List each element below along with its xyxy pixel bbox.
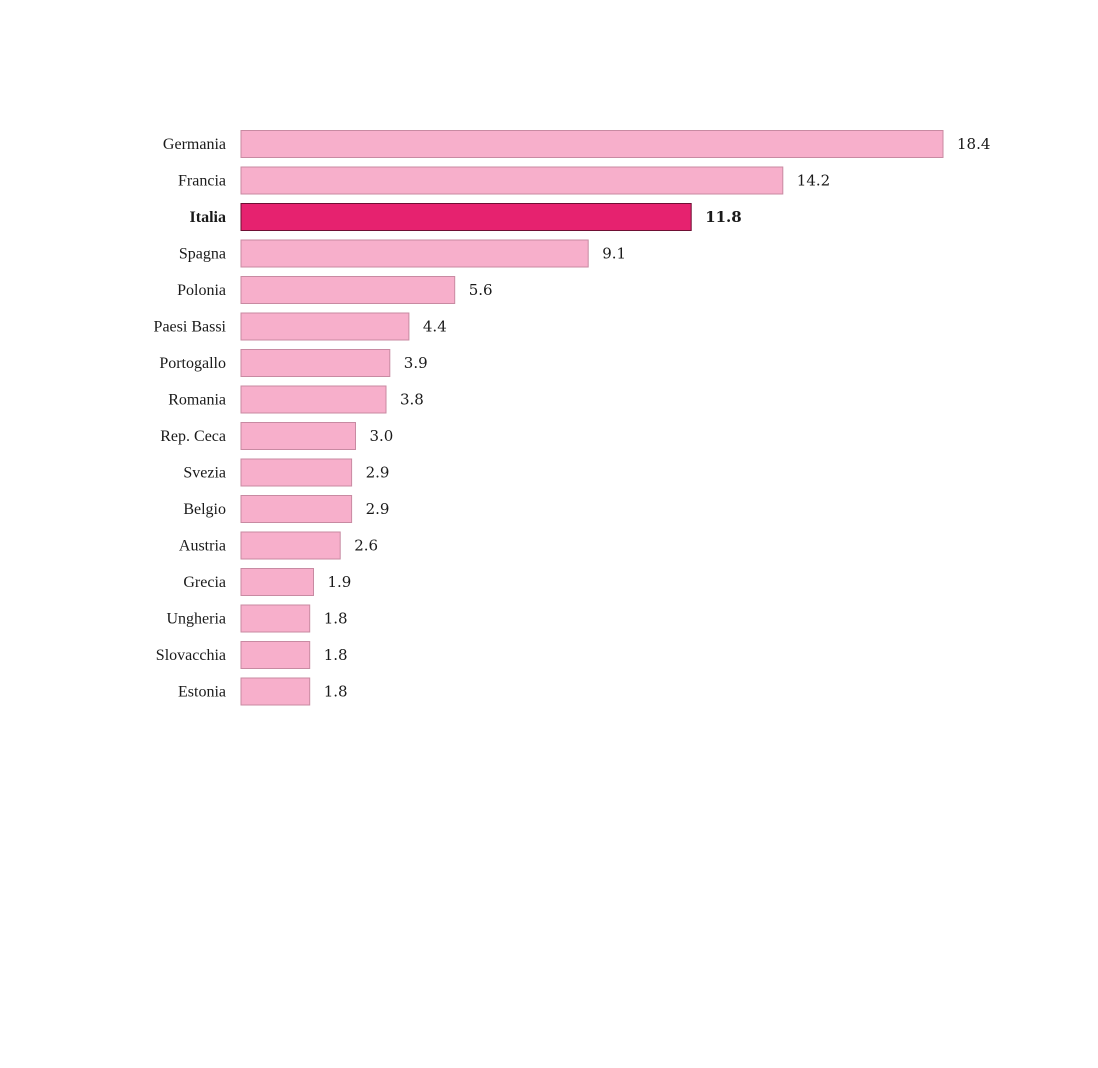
- value-label-austria: 2.6: [354, 537, 378, 555]
- value-label-francia: 14.2: [797, 172, 830, 190]
- bar-slovacchia: [240, 641, 311, 669]
- value-label-portogallo: 3.9: [404, 354, 428, 372]
- bar-svezia: [240, 458, 353, 487]
- value-label-romania: 3.8: [400, 391, 424, 409]
- value-label-svezia: 2.9: [366, 464, 390, 482]
- bars: [240, 130, 944, 706]
- bar-ungheria: [240, 604, 311, 633]
- value-label-grecia: 1.9: [328, 573, 352, 591]
- category-label-germania: Germania: [163, 136, 226, 153]
- bar-spagna: [240, 239, 589, 268]
- category-label-paesi-bassi: Paesi Bassi: [154, 319, 227, 336]
- bar-paesi-bassi: [240, 312, 410, 341]
- category-label-ungheria: Ungheria: [166, 611, 226, 628]
- bar-belgio: [240, 495, 353, 523]
- category-label-svezia: Svezia: [183, 465, 226, 482]
- value-label-polonia: 5.6: [469, 281, 493, 299]
- category-label-rep-ceca: Rep. Ceca: [160, 428, 226, 445]
- category-label-grecia: Grecia: [183, 574, 226, 591]
- category-label-belgio: Belgio: [183, 501, 226, 518]
- bar-portogallo: [240, 349, 391, 377]
- bar-francia: [240, 166, 784, 195]
- category-label-italia: Italia: [190, 209, 226, 226]
- value-label-belgio: 2.9: [366, 500, 390, 518]
- category-label-estonia: Estonia: [178, 684, 226, 701]
- category-label-polonia: Polonia: [177, 282, 226, 299]
- bar-italia: [240, 203, 692, 231]
- category-label-romania: Romania: [168, 392, 226, 409]
- bar-austria: [240, 531, 341, 560]
- value-label-italia: 11.8: [705, 208, 742, 226]
- value-label-rep-ceca: 3.0: [370, 427, 394, 445]
- bar-polonia: [240, 276, 456, 304]
- category-label-austria: Austria: [179, 538, 226, 555]
- value-label-ungheria: 1.8: [324, 610, 348, 628]
- value-label-paesi-bassi: 4.4: [423, 318, 447, 336]
- category-label-slovacchia: Slovacchia: [156, 647, 226, 664]
- bar-germania: [240, 130, 944, 158]
- bar-romania: [240, 385, 387, 414]
- category-label-francia: Francia: [178, 173, 226, 190]
- bar-estonia: [240, 677, 311, 706]
- category-label-spagna: Spagna: [179, 246, 226, 263]
- value-label-spagna: 9.1: [602, 245, 626, 263]
- category-labels: Germania Francia Italia Spagna Polonia Paesi …: [154, 136, 227, 701]
- value-label-germania: 18.4: [957, 135, 990, 153]
- value-labels: 18.414.211.89.15.64.43.93.83.02.92.92.61…: [324, 135, 991, 701]
- bar-grecia: [240, 568, 314, 596]
- bar-rep-ceca: [240, 422, 356, 450]
- category-label-portogallo: Portogallo: [159, 355, 226, 372]
- value-label-estonia: 1.8: [324, 683, 348, 701]
- value-label-slovacchia: 1.8: [324, 646, 348, 664]
